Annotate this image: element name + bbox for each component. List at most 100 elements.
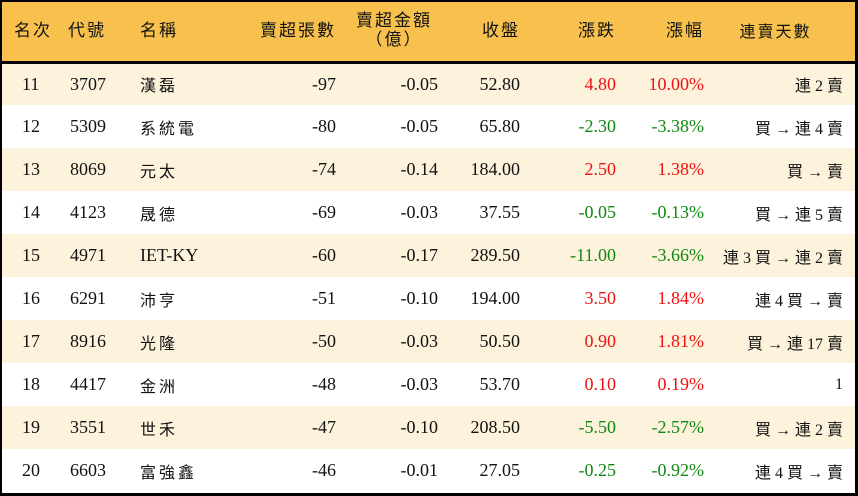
cell-net-sell-amount: -0.05 [400, 73, 439, 94]
cell-change: -0.05 [578, 202, 617, 222]
header-code: 代號 [68, 20, 106, 41]
cell-net-sell-amount: -0.03 [400, 202, 439, 222]
table-body: 11 3707 漢磊 -97 -0.05 52.80 4.80 10.00% 連… [2, 62, 855, 492]
table-row: 15 4971 IET-KY -60 -0.17 289.50 -11.00 -… [2, 234, 855, 277]
cell-name: 富強鑫 [140, 462, 198, 482]
cell-change: 0.90 [584, 331, 617, 351]
header-close: 收盤 [482, 20, 520, 41]
cell-close: 289.50 [470, 245, 521, 265]
cell-close: 53.70 [479, 374, 521, 394]
header-net-sell-amount-line2: （億） [365, 30, 423, 51]
cell-net-sell-amount: -0.03 [400, 374, 439, 394]
cell-name: 漢磊 [140, 76, 179, 96]
cell-rank: 12 [22, 116, 40, 136]
cell-streak: 買 → 連 2 賣 [754, 421, 843, 439]
cell-name: 世禾 [140, 419, 179, 439]
cell-net-sell-lots: -74 [312, 159, 336, 179]
cell-net-sell-amount: -0.01 [400, 460, 439, 480]
cell-change-pct: 0.19% [657, 374, 705, 394]
header-change-pct: 漲幅 [666, 20, 704, 41]
cell-close: 65.80 [479, 116, 521, 136]
cell-net-sell-amount: -0.05 [400, 116, 439, 136]
cell-rank: 20 [22, 460, 40, 480]
cell-streak: 買 → 連 5 賣 [754, 206, 843, 224]
cell-change-pct: -0.13% [651, 202, 705, 222]
table-row: 17 8916 光隆 -50 -0.03 50.50 0.90 1.81% 買 … [2, 320, 855, 363]
cell-close: 37.55 [479, 202, 521, 222]
cell-rank: 15 [22, 245, 40, 265]
cell-streak: 買 → 連 17 賣 [746, 335, 843, 353]
cell-net-sell-lots: -60 [312, 245, 336, 265]
cell-change-pct: -0.92% [651, 460, 705, 480]
table-row: 16 6291 沛亨 -51 -0.10 194.00 3.50 1.84% 連… [2, 277, 855, 320]
cell-change-pct: -2.57% [651, 417, 705, 437]
header-change: 漲跌 [578, 20, 616, 41]
cell-streak: 1 [835, 375, 843, 393]
cell-net-sell-lots: -80 [312, 116, 336, 136]
cell-change-pct: -3.66% [651, 245, 705, 265]
header-row: 名次 代號 名稱 賣超張數 賣超金額 （億） 收盤 漲跌 漲幅 連賣天數 [2, 2, 855, 62]
cell-code: 5309 [70, 116, 106, 136]
cell-streak: 連 2 賣 [794, 78, 843, 96]
cell-close: 27.05 [479, 460, 521, 480]
cell-change-pct: -3.38% [651, 116, 705, 136]
cell-change-pct: 1.81% [657, 331, 705, 351]
cell-rank: 17 [22, 331, 40, 351]
table-row: 12 5309 系統電 -80 -0.05 65.80 -2.30 -3.38%… [2, 105, 855, 148]
cell-name: 沛亨 [140, 290, 179, 310]
header-net-sell-amount-line1: 賣超金額 [356, 11, 432, 32]
table-row: 14 4123 晟德 -69 -0.03 37.55 -0.05 -0.13% … [2, 191, 855, 234]
cell-change-pct: 1.38% [657, 159, 705, 179]
table-row: 19 3551 世禾 -47 -0.10 208.50 -5.50 -2.57%… [2, 406, 855, 449]
cell-net-sell-amount: -0.03 [400, 331, 439, 351]
cell-change: 4.80 [584, 73, 617, 94]
cell-name: 金洲 [140, 376, 179, 396]
cell-close: 208.50 [470, 417, 521, 437]
cell-streak: 連 4 買 → 賣 [754, 464, 843, 482]
header-name: 名稱 [140, 20, 178, 41]
cell-streak: 連 3 買 → 連 2 賣 [722, 249, 843, 267]
cell-rank: 19 [22, 417, 40, 437]
cell-net-sell-amount: -0.14 [400, 159, 439, 179]
cell-net-sell-lots: -47 [312, 417, 336, 437]
cell-name: 光隆 [140, 333, 179, 353]
cell-net-sell-amount: -0.10 [400, 288, 439, 308]
header-net-sell-amount: 賣超金額 （億） [336, 2, 438, 62]
cell-streak: 買 → 賣 [786, 163, 843, 181]
cell-change: -5.50 [578, 417, 617, 437]
cell-net-sell-lots: -46 [312, 460, 336, 480]
cell-name: 系統電 [140, 118, 198, 138]
header-net-sell-lots: 賣超張數 [260, 20, 336, 41]
cell-change-pct: 1.84% [657, 288, 705, 308]
table-row: 13 8069 元太 -74 -0.14 184.00 2.50 1.38% 買… [2, 148, 855, 191]
cell-close: 50.50 [479, 331, 521, 351]
cell-code: 6291 [70, 288, 106, 308]
cell-net-sell-amount: -0.10 [400, 417, 439, 437]
cell-code: 4417 [70, 374, 106, 394]
cell-code: 4123 [70, 202, 106, 222]
cell-code: 8069 [70, 159, 106, 179]
cell-rank: 16 [22, 288, 40, 308]
cell-net-sell-lots: -97 [312, 73, 336, 94]
cell-net-sell-lots: -69 [312, 202, 336, 222]
cell-net-sell-lots: -48 [312, 374, 336, 394]
cell-rank: 11 [22, 73, 40, 94]
cell-change: -11.00 [570, 245, 616, 265]
cell-streak: 買 → 連 4 賣 [754, 120, 843, 138]
cell-change: -0.25 [578, 460, 617, 480]
cell-change: 0.10 [584, 374, 617, 394]
cell-net-sell-lots: -50 [312, 331, 336, 351]
cell-name: 晟德 [140, 204, 179, 224]
cell-close: 184.00 [470, 159, 521, 179]
cell-code: 6603 [70, 460, 106, 480]
cell-rank: 13 [22, 159, 40, 179]
cell-net-sell-lots: -51 [312, 288, 336, 308]
table-row: 11 3707 漢磊 -97 -0.05 52.80 4.80 10.00% 連… [2, 62, 855, 105]
header-rank: 名次 [14, 20, 52, 41]
cell-code: 3551 [70, 417, 106, 437]
cell-rank: 14 [22, 202, 40, 222]
cell-net-sell-amount: -0.17 [400, 245, 439, 265]
cell-change: 2.50 [584, 159, 617, 179]
